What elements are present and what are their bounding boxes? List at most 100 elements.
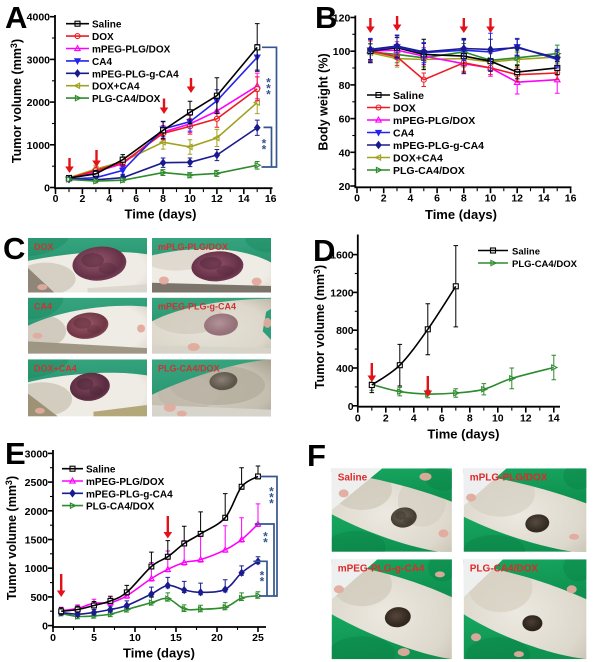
svg-text:0: 0 bbox=[354, 193, 360, 205]
svg-text:14: 14 bbox=[548, 413, 560, 425]
svg-text:Tumor volume (mm3): Tumor volume (mm3) bbox=[9, 39, 24, 163]
svg-text:8: 8 bbox=[461, 193, 467, 205]
svg-text:mPEG-PLG/DOX: mPEG-PLG/DOX bbox=[393, 115, 475, 127]
svg-text:8: 8 bbox=[160, 193, 166, 205]
svg-text:2000: 2000 bbox=[25, 506, 49, 518]
svg-text:16: 16 bbox=[565, 193, 577, 205]
svg-text:10: 10 bbox=[492, 413, 504, 425]
svg-text:10: 10 bbox=[129, 632, 141, 644]
svg-text:2: 2 bbox=[79, 193, 85, 205]
svg-text:100: 100 bbox=[333, 46, 351, 58]
svg-text:DOX+CA4: DOX+CA4 bbox=[34, 363, 77, 373]
svg-text:4: 4 bbox=[106, 193, 112, 205]
svg-text:2: 2 bbox=[383, 413, 389, 425]
svg-text:1600: 1600 bbox=[330, 250, 354, 262]
svg-text:PLG-CA4/DOX: PLG-CA4/DOX bbox=[512, 259, 578, 270]
svg-text:*: * bbox=[269, 491, 274, 505]
svg-text:0: 0 bbox=[53, 193, 59, 205]
svg-text:0: 0 bbox=[355, 413, 361, 425]
svg-text:10: 10 bbox=[485, 193, 497, 205]
svg-text:1200: 1200 bbox=[330, 287, 354, 299]
svg-text:4: 4 bbox=[411, 413, 417, 425]
svg-text:Time (days): Time (days) bbox=[123, 646, 195, 661]
svg-text:Tumor volume (mm3): Tumor volume (mm3) bbox=[312, 265, 327, 389]
svg-text:12: 12 bbox=[511, 193, 523, 205]
svg-text:1000: 1000 bbox=[25, 563, 49, 575]
svg-text:14: 14 bbox=[538, 193, 550, 205]
svg-text:Saline: Saline bbox=[393, 90, 424, 102]
svg-text:Body weight (%): Body weight (%) bbox=[316, 53, 330, 150]
svg-text:CA4: CA4 bbox=[34, 302, 52, 312]
svg-text:20: 20 bbox=[211, 632, 223, 644]
svg-text:Time (days): Time (days) bbox=[425, 207, 497, 222]
svg-text:3000: 3000 bbox=[25, 448, 49, 460]
svg-text:*: * bbox=[262, 143, 267, 157]
svg-text:40: 40 bbox=[339, 147, 351, 159]
svg-text:Saline: Saline bbox=[512, 247, 540, 258]
svg-text:1500: 1500 bbox=[25, 535, 49, 547]
svg-text:60: 60 bbox=[339, 114, 351, 126]
svg-text:Saline: Saline bbox=[92, 20, 122, 31]
svg-text:mPEG-PLG/DOX: mPEG-PLG/DOX bbox=[86, 477, 165, 488]
svg-text:4000: 4000 bbox=[27, 12, 51, 24]
svg-text:15: 15 bbox=[170, 632, 182, 644]
svg-text:*: * bbox=[263, 536, 268, 550]
svg-text:*: * bbox=[269, 497, 274, 511]
svg-text:*: * bbox=[260, 575, 265, 589]
svg-text:mPEG-PLG/DOX: mPEG-PLG/DOX bbox=[92, 45, 171, 56]
svg-text:0: 0 bbox=[42, 621, 48, 633]
svg-text:14: 14 bbox=[238, 193, 250, 205]
svg-text:Time (days): Time (days) bbox=[124, 207, 196, 222]
svg-text:Saline: Saline bbox=[86, 465, 116, 476]
svg-text:2500: 2500 bbox=[25, 477, 49, 489]
svg-text:5: 5 bbox=[91, 632, 97, 644]
svg-text:0: 0 bbox=[44, 183, 50, 195]
svg-text:Tumor volume (mm3): Tumor volume (mm3) bbox=[4, 476, 19, 600]
svg-text:500: 500 bbox=[30, 592, 48, 604]
svg-text:mPEG-PLG-g-CA4: mPEG-PLG-g-CA4 bbox=[158, 302, 236, 312]
svg-text:PLG-CA4/DOX: PLG-CA4/DOX bbox=[86, 502, 155, 513]
svg-text:1000: 1000 bbox=[27, 140, 51, 152]
svg-text:12: 12 bbox=[211, 193, 223, 205]
svg-text:mPEG-PLG-g-CA4: mPEG-PLG-g-CA4 bbox=[393, 140, 484, 152]
svg-text:0: 0 bbox=[348, 401, 354, 413]
svg-text:12: 12 bbox=[520, 413, 532, 425]
svg-text:6: 6 bbox=[133, 193, 139, 205]
svg-text:Time (days): Time (days) bbox=[427, 427, 499, 442]
svg-text:DOX: DOX bbox=[92, 32, 114, 43]
svg-text:*: * bbox=[269, 485, 274, 499]
svg-text:6: 6 bbox=[439, 413, 445, 425]
svg-text:8: 8 bbox=[467, 413, 473, 425]
svg-text:CA4: CA4 bbox=[92, 57, 112, 68]
svg-text:16: 16 bbox=[265, 193, 277, 205]
svg-text:3000: 3000 bbox=[27, 54, 51, 66]
svg-text:2: 2 bbox=[381, 193, 387, 205]
svg-text:DOX+CA4: DOX+CA4 bbox=[92, 82, 140, 93]
svg-text:80: 80 bbox=[339, 80, 351, 92]
svg-text:DOX+CA4: DOX+CA4 bbox=[393, 153, 443, 165]
svg-text:400: 400 bbox=[336, 363, 354, 375]
svg-text:6: 6 bbox=[434, 193, 440, 205]
svg-text:*: * bbox=[263, 530, 268, 544]
svg-text:0: 0 bbox=[50, 632, 56, 644]
svg-text:mPEG-PLG-g-CA4: mPEG-PLG-g-CA4 bbox=[338, 563, 425, 574]
svg-text:CA4: CA4 bbox=[393, 128, 414, 140]
svg-text:Saline: Saline bbox=[338, 472, 368, 483]
svg-text:*: * bbox=[266, 88, 271, 102]
svg-text:DOX: DOX bbox=[393, 103, 416, 115]
svg-text:mPLG-PLG/DOX: mPLG-PLG/DOX bbox=[158, 242, 228, 252]
svg-text:mPEG-PLG-g-CA4: mPEG-PLG-g-CA4 bbox=[86, 489, 173, 500]
svg-text:mPEG-PLG-g-CA4: mPEG-PLG-g-CA4 bbox=[92, 69, 179, 80]
svg-text:PLG-CA4/DOX: PLG-CA4/DOX bbox=[393, 165, 465, 177]
svg-text:120: 120 bbox=[333, 13, 351, 25]
svg-text:*: * bbox=[262, 137, 267, 151]
svg-text:DOX: DOX bbox=[34, 242, 54, 252]
svg-text:*: * bbox=[266, 76, 271, 90]
svg-text:mPLG-PLG/DOX: mPLG-PLG/DOX bbox=[470, 472, 548, 483]
svg-text:2000: 2000 bbox=[27, 97, 51, 109]
svg-text:25: 25 bbox=[252, 632, 264, 644]
svg-text:PLG-CA4/DOX: PLG-CA4/DOX bbox=[470, 563, 539, 574]
svg-text:PLG-CA4/DOX: PLG-CA4/DOX bbox=[158, 363, 220, 373]
svg-text:800: 800 bbox=[336, 325, 354, 337]
svg-text:*: * bbox=[260, 569, 265, 583]
